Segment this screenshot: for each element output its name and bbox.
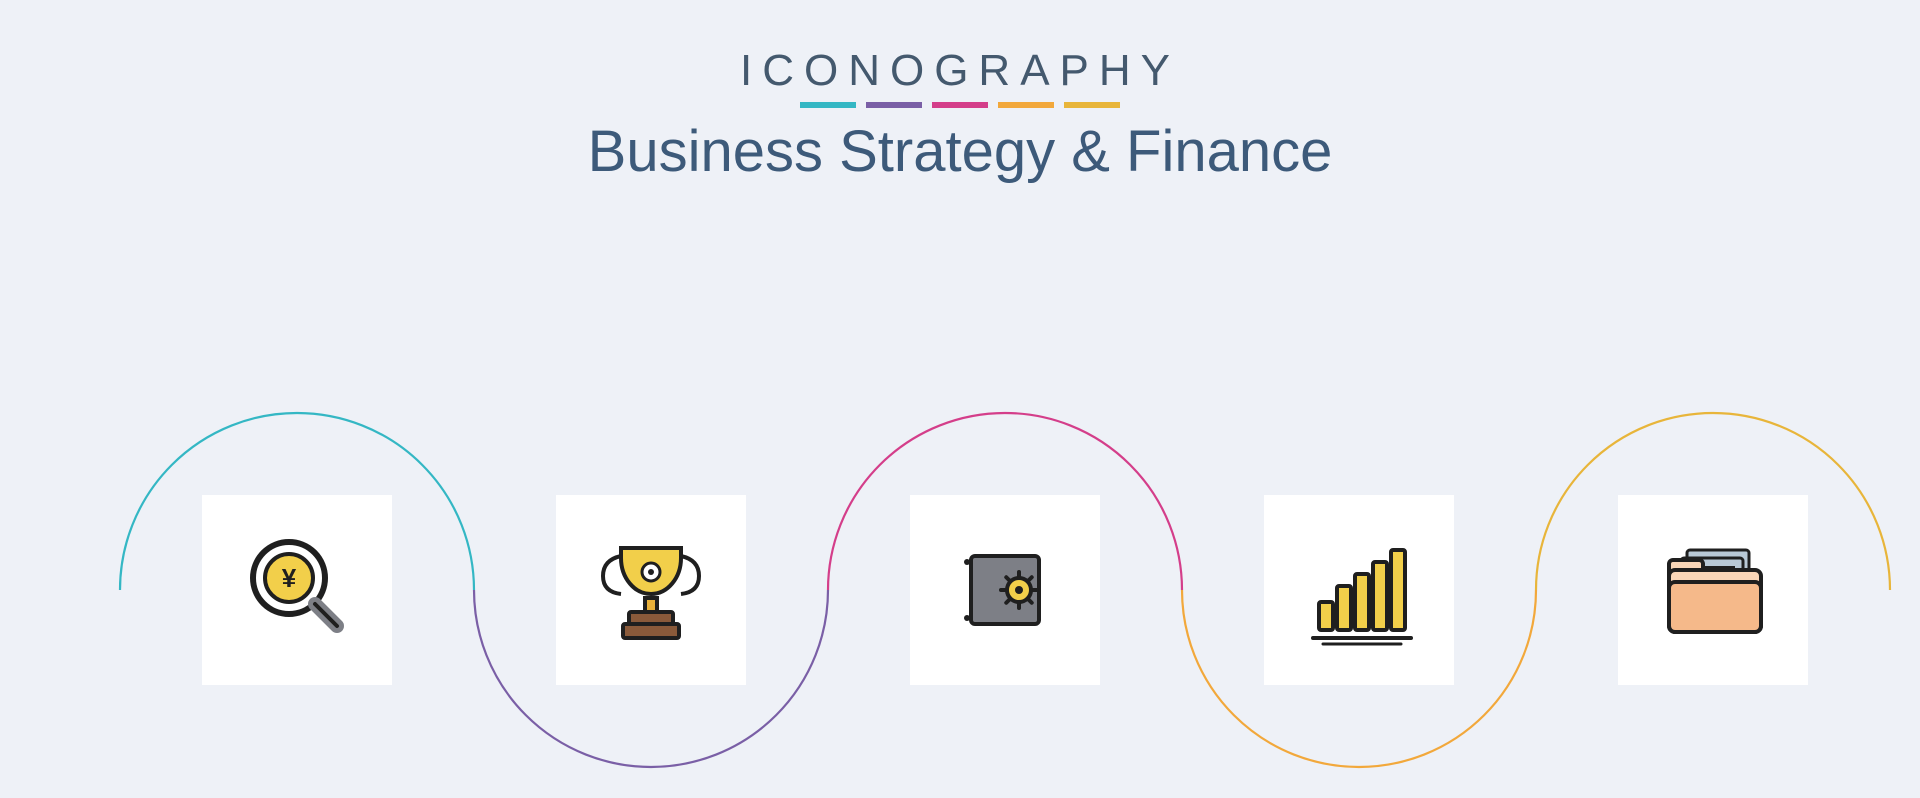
folder-docs-icon [1669, 550, 1761, 632]
svg-text:¥: ¥ [282, 563, 297, 593]
safe-icon [964, 556, 1039, 624]
wave-stage: ¥ [0, 0, 1920, 798]
